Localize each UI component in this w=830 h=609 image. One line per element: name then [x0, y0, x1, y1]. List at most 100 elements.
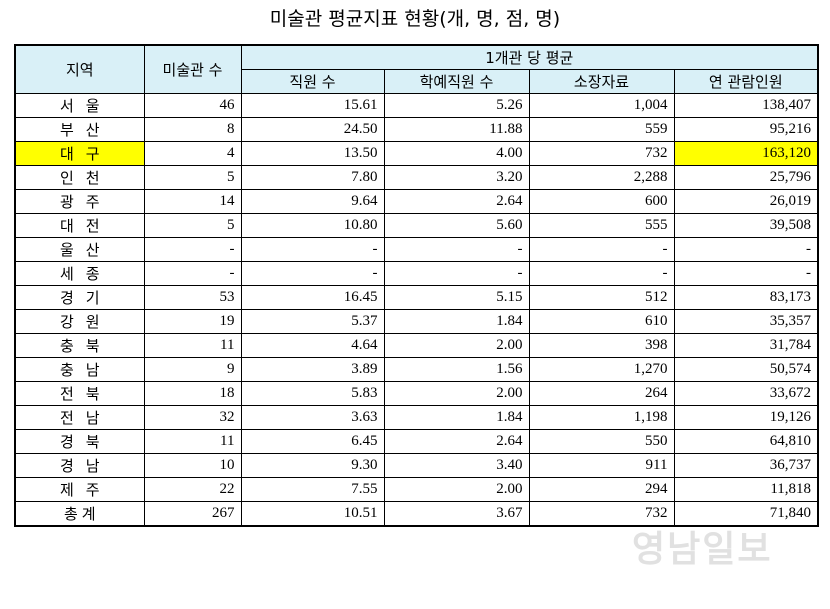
curators-cell: 3.20 — [383, 165, 530, 190]
holdings-cell: - — [528, 261, 675, 286]
visitors-cell: 50,574 — [673, 357, 819, 382]
museum-count-cell: 14 — [143, 189, 242, 214]
table-row: 충남 9 3.89 1.56 1,270 50,574 — [14, 357, 819, 382]
table-row: 세종 - - - - - — [14, 261, 819, 286]
header-museum-count: 미술관 수 — [143, 44, 242, 94]
museum-count-cell: 18 — [143, 381, 242, 406]
staff-cell: 24.50 — [240, 117, 385, 142]
staff-cell: 5.37 — [240, 309, 385, 334]
staff-cell: 6.45 — [240, 429, 385, 454]
staff-cell: 7.80 — [240, 165, 385, 190]
region-cell: 경기 — [14, 285, 145, 310]
table-row: 서울 46 15.61 5.26 1,004 138,407 — [14, 93, 819, 118]
staff-cell: 3.63 — [240, 405, 385, 430]
holdings-cell: 398 — [528, 333, 675, 358]
visitors-cell: 64,810 — [673, 429, 819, 454]
curators-cell: 5.26 — [383, 93, 530, 118]
table-row-total: 총계 267 10.51 3.67 732 71,840 — [14, 501, 819, 527]
region-cell: 인천 — [14, 165, 145, 190]
region-cell: 경남 — [14, 453, 145, 478]
curators-cell: 2.64 — [383, 189, 530, 214]
curators-cell: 2.00 — [383, 381, 530, 406]
holdings-cell: - — [528, 237, 675, 262]
museum-count-cell: 22 — [143, 477, 242, 502]
visitors-cell: 138,407 — [673, 93, 819, 118]
visitors-cell: 35,357 — [673, 309, 819, 334]
visitors-cell: 25,796 — [673, 165, 819, 190]
region-cell-highlighted: 대구 — [14, 141, 145, 166]
curators-cell-total: 3.67 — [383, 501, 530, 527]
holdings-cell: 2,288 — [528, 165, 675, 190]
table-row: 전북 18 5.83 2.00 264 33,672 — [14, 381, 819, 406]
curators-cell: 2.00 — [383, 333, 530, 358]
holdings-cell: 1,270 — [528, 357, 675, 382]
header-per-museum-average: 1개관 당 평균 — [240, 44, 819, 70]
staff-cell: 16.45 — [240, 285, 385, 310]
table-row: 대전 5 10.80 5.60 555 39,508 — [14, 213, 819, 238]
museum-count-cell: 19 — [143, 309, 242, 334]
holdings-cell: 732 — [528, 141, 675, 166]
museum-stats-table: 지역 미술관 수 1개관 당 평균 직원 수 학예직원 수 소장자료 연 관람인… — [14, 44, 820, 527]
holdings-cell: 550 — [528, 429, 675, 454]
visitors-cell: 31,784 — [673, 333, 819, 358]
visitors-cell: 39,508 — [673, 213, 819, 238]
curators-cell: - — [383, 261, 530, 286]
staff-cell: 10.80 — [240, 213, 385, 238]
holdings-cell: 559 — [528, 117, 675, 142]
museum-count-cell: 9 — [143, 357, 242, 382]
museum-count-cell: - — [143, 261, 242, 286]
curators-cell: 1.84 — [383, 309, 530, 334]
header-holdings: 소장자료 — [528, 69, 675, 94]
visitors-cell: 26,019 — [673, 189, 819, 214]
holdings-cell: 600 — [528, 189, 675, 214]
visitors-cell: 11,818 — [673, 477, 819, 502]
staff-cell: 13.50 — [240, 141, 385, 166]
staff-cell: - — [240, 237, 385, 262]
holdings-cell: 294 — [528, 477, 675, 502]
curators-cell: 5.15 — [383, 285, 530, 310]
table-row: 제주 22 7.55 2.00 294 11,818 — [14, 477, 819, 502]
staff-cell: 15.61 — [240, 93, 385, 118]
table-row: 경기 53 16.45 5.15 512 83,173 — [14, 285, 819, 310]
header-staff: 직원 수 — [240, 69, 385, 94]
visitors-cell: 95,216 — [673, 117, 819, 142]
table-row: 경남 10 9.30 3.40 911 36,737 — [14, 453, 819, 478]
table-row: 전남 32 3.63 1.84 1,198 19,126 — [14, 405, 819, 430]
header-annual-visitors: 연 관람인원 — [673, 69, 819, 94]
region-cell: 충남 — [14, 357, 145, 382]
curators-cell: 2.64 — [383, 429, 530, 454]
table-row-highlighted: 대구 4 13.50 4.00 732 163,120 — [14, 141, 819, 166]
curators-cell: - — [383, 237, 530, 262]
holdings-cell: 1,004 — [528, 93, 675, 118]
staff-cell: 5.83 — [240, 381, 385, 406]
holdings-cell: 911 — [528, 453, 675, 478]
region-cell: 부산 — [14, 117, 145, 142]
museum-count-cell: 11 — [143, 333, 242, 358]
staff-cell-total: 10.51 — [240, 501, 385, 527]
curators-cell: 11.88 — [383, 117, 530, 142]
museum-count-cell: 4 — [143, 141, 242, 166]
region-cell: 전남 — [14, 405, 145, 430]
region-cell: 충북 — [14, 333, 145, 358]
museum-count-cell: 8 — [143, 117, 242, 142]
visitors-cell: 83,173 — [673, 285, 819, 310]
watermark-logo: 영남일보 — [632, 529, 773, 570]
table-title: 미술관 평균지표 현황(개, 명, 점, 명) — [269, 8, 561, 30]
visitors-cell: 19,126 — [673, 405, 819, 430]
staff-cell: 4.64 — [240, 333, 385, 358]
region-cell: 강원 — [14, 309, 145, 334]
region-cell: 세종 — [14, 261, 145, 286]
region-cell: 대전 — [14, 213, 145, 238]
curators-cell: 4.00 — [383, 141, 530, 166]
museum-count-cell: 53 — [143, 285, 242, 310]
curators-cell: 3.40 — [383, 453, 530, 478]
museum-count-cell: - — [143, 237, 242, 262]
museum-count-cell: 11 — [143, 429, 242, 454]
region-cell: 전북 — [14, 381, 145, 406]
holdings-cell: 610 — [528, 309, 675, 334]
staff-cell: - — [240, 261, 385, 286]
visitors-cell-total: 71,840 — [673, 501, 819, 527]
museum-count-cell: 32 — [143, 405, 242, 430]
table-row: 부산 8 24.50 11.88 559 95,216 — [14, 117, 819, 142]
staff-cell: 9.64 — [240, 189, 385, 214]
